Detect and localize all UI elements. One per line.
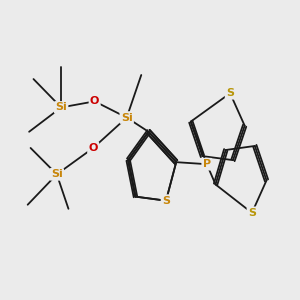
Text: S: S — [226, 88, 234, 98]
Text: O: O — [90, 96, 99, 106]
Text: Si: Si — [51, 169, 63, 179]
Text: P: P — [203, 159, 211, 169]
Text: Si: Si — [121, 112, 133, 123]
Text: O: O — [88, 143, 98, 153]
Text: S: S — [162, 196, 170, 206]
Text: Si: Si — [55, 102, 67, 112]
Text: S: S — [248, 208, 256, 218]
